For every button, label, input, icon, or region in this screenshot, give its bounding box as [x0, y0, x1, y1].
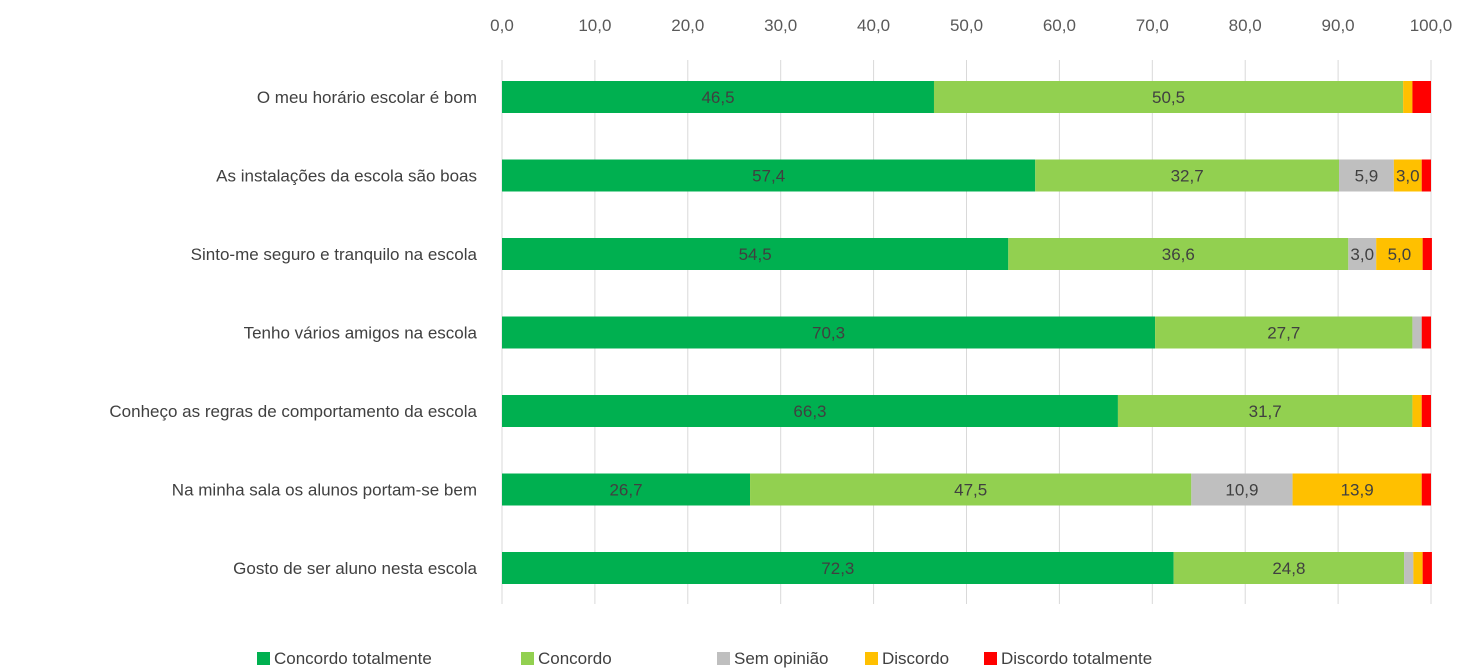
data-label: 46,5: [701, 88, 734, 107]
x-axis-tick-labels: 0,0 10,0 20,0 30,0 40,0 50,0 60,0 70,0 80,0 90,0 1…: [490, 16, 1452, 35]
bar-segments: [502, 81, 1432, 584]
bar-segment: [502, 552, 1174, 584]
category-label: Sinto-me seguro e tranquilo na escola: [191, 245, 478, 264]
data-labels: 46,5 50,5 57,4 32,7 5,9 3,0 54,5 36,6 3,0 5,0 70,3…: [609, 88, 1419, 578]
bar-segment: [1412, 395, 1422, 427]
data-label: 27,7: [1267, 324, 1300, 343]
bar-segment: [1348, 238, 1377, 270]
x-tick-label: 50,0: [950, 16, 983, 35]
bar-segment: [1421, 316, 1431, 349]
bar-segment: [750, 473, 1192, 506]
data-label: 24,8: [1272, 559, 1305, 578]
bar-segment: [1421, 395, 1431, 427]
x-tick-label: 20,0: [671, 16, 704, 35]
data-label: 26,7: [609, 481, 642, 500]
data-label: 50,5: [1152, 88, 1185, 107]
legend-swatch: [257, 652, 270, 665]
category-label: Gosto de ser aluno nesta escola: [233, 559, 477, 578]
category-label: Na minha sala os alunos portam-se bem: [172, 481, 477, 500]
data-label: 10,9: [1225, 481, 1258, 500]
bar-segment: [502, 316, 1156, 349]
data-label: 36,6: [1162, 245, 1195, 264]
x-tick-label: 30,0: [764, 16, 797, 35]
bar-segment: [1403, 81, 1413, 113]
data-label: 47,5: [954, 481, 987, 500]
x-tick-label: 40,0: [857, 16, 890, 35]
bar-segment: [1292, 473, 1422, 506]
data-label: 32,7: [1171, 167, 1204, 186]
bar-segment: [1422, 552, 1432, 584]
bar-segment: [1421, 473, 1431, 506]
legend-swatch: [865, 652, 878, 665]
bar-segment: [502, 159, 1036, 192]
x-tick-label: 70,0: [1136, 16, 1169, 35]
x-tick-label: 10,0: [578, 16, 611, 35]
data-label: 3,0: [1350, 245, 1374, 264]
bar-segment: [1339, 159, 1394, 192]
bar-segment: [1421, 159, 1431, 192]
legend-label: Discordo totalmente: [1001, 649, 1152, 668]
bar-segment: [933, 81, 1404, 113]
data-label: 70,3: [812, 324, 845, 343]
bar-segment: [1035, 159, 1340, 192]
bar-segment: [1155, 316, 1413, 349]
category-label: As instalações da escola são boas: [216, 167, 477, 186]
data-label: 5,9: [1355, 167, 1379, 186]
legend-label: Discordo: [882, 649, 949, 668]
bar-segment: [1191, 473, 1293, 506]
category-label: O meu horário escolar é bom: [257, 88, 477, 107]
legend-swatch: [521, 652, 534, 665]
x-tick-label: 60,0: [1043, 16, 1076, 35]
legend-label: Concordo totalmente: [274, 649, 432, 668]
bar-segment: [502, 238, 1009, 270]
bar-segment: [1412, 81, 1431, 113]
data-label: 3,0: [1396, 167, 1420, 186]
category-label: Conheço as regras de comportamento da es…: [109, 402, 477, 421]
bar-segment: [1413, 552, 1423, 584]
bar-segment: [1412, 316, 1422, 349]
data-label: 57,4: [752, 167, 785, 186]
legend-swatch: [984, 652, 997, 665]
x-tick-label: 80,0: [1229, 16, 1262, 35]
category-label: Tenho vários amigos na escola: [244, 324, 478, 343]
data-label: 66,3: [793, 402, 826, 421]
bar-segment: [1393, 159, 1422, 192]
x-tick-label: 100,0: [1410, 16, 1453, 35]
bar-segment: [502, 473, 751, 506]
data-label: 54,5: [739, 245, 772, 264]
data-label: 13,9: [1341, 481, 1374, 500]
bar-segment: [502, 395, 1118, 427]
bar-segment: [1404, 552, 1414, 584]
data-label: 31,7: [1249, 402, 1282, 421]
legend-label: Sem opinião: [734, 649, 829, 668]
legend-swatch: [717, 652, 730, 665]
legend-label: Concordo: [538, 649, 612, 668]
x-tick-label: 0,0: [490, 16, 514, 35]
category-labels: O meu horário escolar é bom As instalaçõe…: [109, 88, 477, 578]
legend: Concordo totalmente Concordo Sem opinião Di…: [257, 649, 1152, 668]
bar-segment: [1173, 552, 1405, 584]
data-label: 5,0: [1388, 245, 1412, 264]
bar-segment: [1422, 238, 1432, 270]
bar-segment: [1376, 238, 1423, 270]
bar-segment: [502, 81, 934, 113]
x-tick-label: 90,0: [1322, 16, 1355, 35]
bar-segment: [1008, 238, 1349, 270]
bar-segment: [1117, 395, 1413, 427]
data-label: 72,3: [821, 559, 854, 578]
